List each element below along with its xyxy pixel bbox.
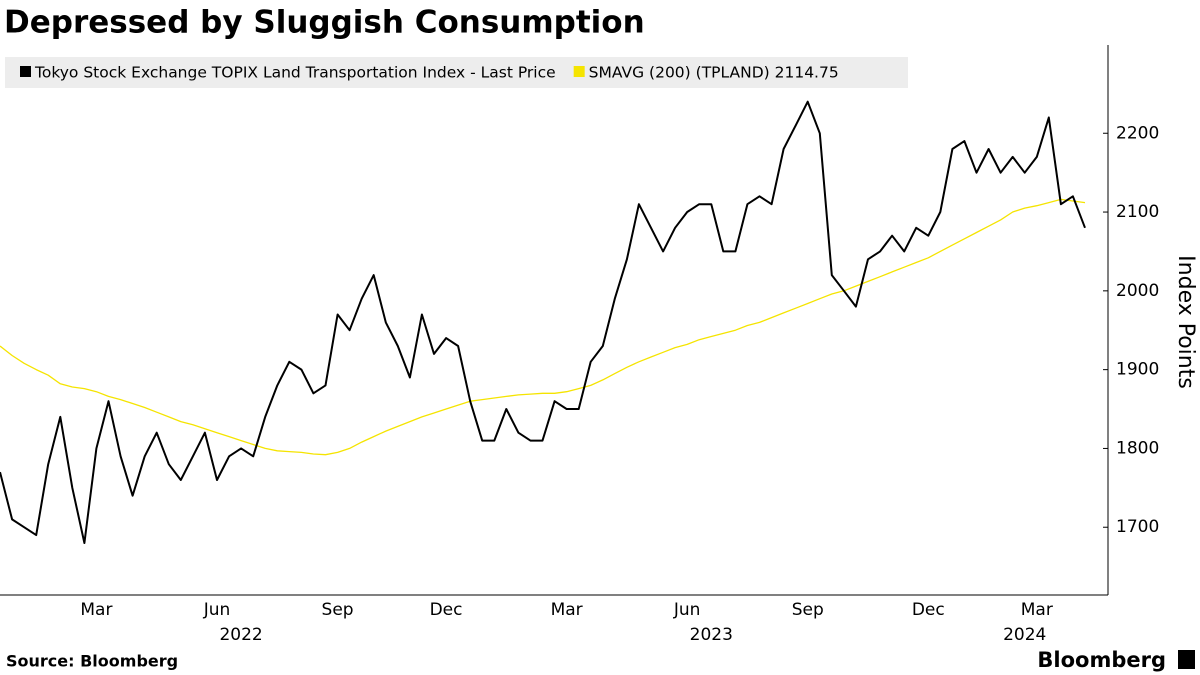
brand: Bloomberg [1037, 648, 1166, 672]
x-tick-label: Sep [322, 600, 354, 620]
y-axis-label: Index Points [1173, 255, 1198, 389]
y-tick-label: 1800 [1116, 438, 1159, 458]
brand-icon [1178, 650, 1195, 669]
y-tick-label: 2000 [1116, 281, 1159, 301]
legend-swatch [573, 66, 585, 77]
x-tick-label: Dec [430, 600, 463, 620]
y-tick-label: 2100 [1116, 202, 1159, 222]
year-label: 2022 [219, 625, 262, 645]
legend-box [5, 57, 908, 88]
series-line [0, 100, 1086, 544]
x-tick-label: Mar [80, 600, 112, 620]
x-tick-label: Mar [1021, 600, 1053, 620]
y-tick-label: 1700 [1116, 517, 1159, 537]
y-tick-label: 2200 [1116, 123, 1159, 143]
legend-label: SMAVG (200) (TPLAND) 2114.75 [589, 64, 839, 82]
year-label: 2024 [1003, 625, 1046, 645]
chart-title: Depressed by Sluggish Consumption [4, 5, 645, 41]
year-label: 2023 [690, 625, 733, 645]
x-tick-label: Mar [551, 600, 583, 620]
x-tick-label: Sep [792, 600, 824, 620]
legend-label: Tokyo Stock Exchange TOPIX Land Transpor… [34, 64, 556, 82]
x-tick-label: Jun [203, 600, 231, 620]
x-tick-label: Dec [912, 600, 945, 620]
y-tick-label: 1900 [1116, 360, 1159, 380]
series-line [0, 198, 1086, 456]
legend-swatch [20, 66, 31, 77]
x-tick-label: Jun [673, 600, 701, 620]
source: Source: Bloomberg [6, 652, 178, 671]
